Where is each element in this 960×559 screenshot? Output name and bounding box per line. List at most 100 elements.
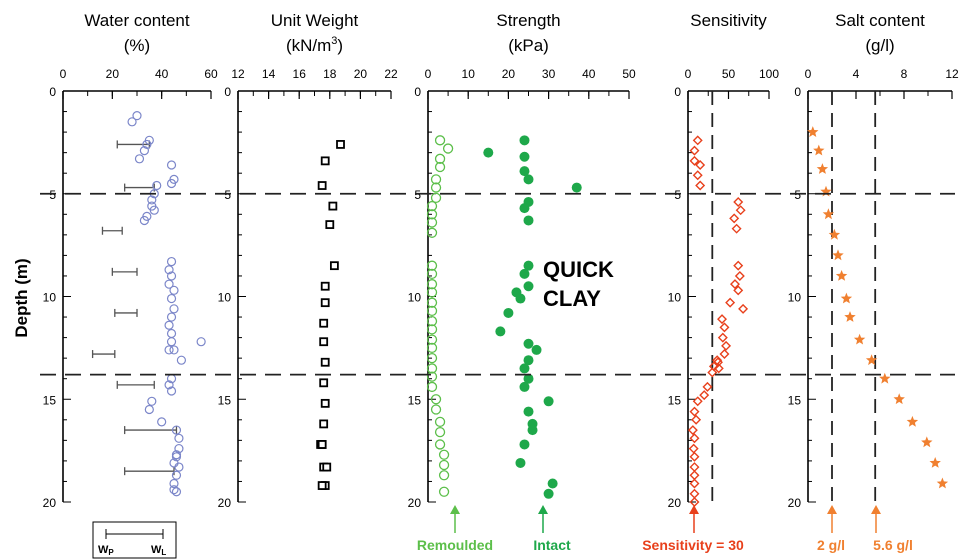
remoulded-point xyxy=(426,227,438,238)
salt-2-arrow-head xyxy=(827,505,837,514)
sensitivity-point xyxy=(717,314,728,325)
sensitivity-point xyxy=(712,355,723,366)
sensitivity-point xyxy=(719,349,730,360)
y-tick-label: 20 xyxy=(218,496,232,510)
water-point xyxy=(169,345,179,355)
intact-point xyxy=(519,203,530,214)
remoulded-point xyxy=(430,192,442,204)
sensitivity-arrow-head xyxy=(689,505,699,514)
quick-label: QUICK xyxy=(543,257,614,282)
sensitivity-30-label: Sensitivity = 30 xyxy=(642,537,744,553)
remoulded-label: Remoulded xyxy=(417,537,493,553)
water-point xyxy=(169,485,179,495)
salt-point xyxy=(879,372,891,384)
water-point xyxy=(166,337,177,347)
salt-point xyxy=(828,228,841,240)
y-tick-label: 0 xyxy=(49,85,56,99)
remoulded-point xyxy=(426,371,438,382)
x-tick-label: 0 xyxy=(425,67,432,81)
remoulded-arrow-head xyxy=(450,505,460,514)
wp-label: WP xyxy=(98,544,114,557)
sensitivity-point xyxy=(695,180,706,191)
water-point xyxy=(169,285,179,295)
wl-label: WL xyxy=(151,544,166,557)
y-tick-label: 20 xyxy=(408,496,422,510)
sensitivity-point xyxy=(695,159,706,170)
salt-point xyxy=(853,333,866,345)
salt-point xyxy=(906,415,919,427)
intact-point xyxy=(523,338,534,349)
panel-subtitle: (%) xyxy=(124,36,150,55)
sensitivity-point xyxy=(689,433,700,444)
remoulded-point xyxy=(426,217,438,228)
x-tick-label: 20 xyxy=(106,67,120,81)
x-tick-label: 14 xyxy=(262,67,276,81)
x-tick-label: 100 xyxy=(759,67,779,81)
sensitivity-point xyxy=(731,223,742,234)
unit-weight-point xyxy=(317,481,327,490)
sensitivity-point xyxy=(692,135,703,146)
remoulded-point xyxy=(438,459,450,471)
remoulded-point xyxy=(430,394,442,405)
water-point xyxy=(176,355,186,365)
water-point xyxy=(142,139,152,150)
intact-point xyxy=(519,381,530,392)
intact-point xyxy=(523,281,534,292)
y-axis-label: Depth (m) xyxy=(12,258,31,337)
x-tick-label: 16 xyxy=(293,67,307,81)
x-tick-label: 0 xyxy=(805,67,812,81)
sensitivity-point xyxy=(689,470,700,481)
y-tick-label: 15 xyxy=(668,393,682,407)
intact-point xyxy=(523,174,534,185)
panel-title: Salt content xyxy=(835,11,925,30)
unit-weight-point xyxy=(328,201,338,211)
y-tick-label: 0 xyxy=(674,85,681,99)
unit-weight-point xyxy=(322,462,332,472)
sensitivity-point xyxy=(689,488,700,499)
unit-weight-point xyxy=(329,261,339,271)
intact-point xyxy=(523,260,534,271)
panel-subtitle: (kPa) xyxy=(508,36,549,55)
remoulded-point xyxy=(434,426,446,438)
sensitivity-point xyxy=(689,462,700,473)
remoulded-point xyxy=(442,143,454,154)
water-point xyxy=(127,117,137,127)
sensitivity-point xyxy=(691,414,702,425)
water-point xyxy=(144,404,154,415)
remoulded-point xyxy=(426,287,438,298)
intact-point xyxy=(523,373,534,384)
sensitivity-point xyxy=(688,443,699,454)
sensitivity-point xyxy=(689,478,700,489)
water-point xyxy=(132,111,142,121)
unit-weight-point xyxy=(317,181,327,190)
intact-point xyxy=(547,478,558,489)
intact-point xyxy=(519,439,530,450)
water-point xyxy=(171,487,182,497)
water-point xyxy=(174,433,184,443)
remoulded-point xyxy=(426,209,438,220)
intact-label: Intact xyxy=(533,537,571,553)
intact-point xyxy=(523,215,534,226)
y-tick-label: 5 xyxy=(674,188,681,202)
water-point xyxy=(166,256,177,267)
x-tick-label: 40 xyxy=(582,67,596,81)
sensitivity-point xyxy=(738,303,749,314)
x-tick-label: 22 xyxy=(384,67,398,81)
salt-point xyxy=(807,126,819,137)
y-tick-label: 15 xyxy=(218,393,232,407)
x-tick-label: 50 xyxy=(722,67,736,81)
y-tick-label: 20 xyxy=(43,496,57,510)
water-point xyxy=(166,271,177,281)
remoulded-point xyxy=(426,200,438,212)
unit-weight-point xyxy=(320,281,330,291)
unit-weight-point xyxy=(317,440,327,449)
panel-1: Unit Weight (kN/m3) 12 14 16 18 20 22 0 5 10 15 20 xyxy=(218,11,398,510)
y-tick-label: 20 xyxy=(668,496,682,510)
sensitivity-point xyxy=(689,155,700,166)
salt-point xyxy=(844,311,856,322)
salt-5-6-arrow-head xyxy=(871,505,881,514)
unit-weight-point xyxy=(325,220,335,229)
sensitivity-point xyxy=(735,205,746,216)
x-tick-label: 50 xyxy=(622,67,636,81)
